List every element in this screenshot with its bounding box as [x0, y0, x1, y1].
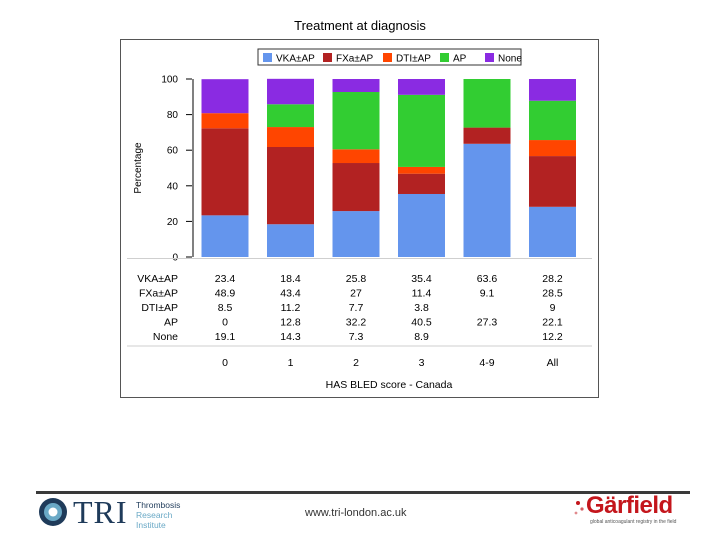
legend-swatch-1 — [323, 53, 332, 62]
table-cell-1-4: 9.1 — [480, 288, 495, 300]
bar-1-VKA±AP — [267, 224, 314, 257]
y-tick-label-2: 40 — [167, 181, 179, 192]
garfield-tagline: global anticoagulant registry in the fie… — [590, 519, 677, 525]
x-tick-label-0: 0 — [222, 357, 228, 369]
bar-3-DTI±AP — [398, 166, 445, 174]
bar-4-9-VKA±AP — [463, 143, 511, 257]
legend-swatch-3 — [440, 53, 449, 62]
table-cell-1-2: 27 — [350, 288, 362, 300]
table-cell-1-0: 48.9 — [215, 288, 236, 300]
tri-logo-icon — [39, 498, 67, 526]
tri-sub-line-3: Institute — [136, 520, 166, 530]
bar-All-VKA±AP — [529, 206, 576, 257]
bar-3-None — [398, 79, 445, 95]
table-cell-3-3: 40.5 — [411, 317, 432, 329]
legend-label-4: None — [498, 54, 522, 65]
website-link[interactable]: www.tri-london.ac.uk — [305, 507, 407, 519]
table-cell-1-3: 11.4 — [412, 288, 432, 300]
bar-All-AP — [529, 100, 576, 141]
legend-swatch-2 — [383, 53, 392, 62]
table-cell-2-1: 11.2 — [281, 302, 301, 314]
table-cell-4-2: 7.3 — [349, 331, 364, 343]
chart-title: Treatment at diagnosis — [294, 18, 426, 33]
bar-1-DTI±AP — [267, 127, 314, 147]
legend-label-2: DTI±AP — [396, 54, 431, 65]
table-cell-0-5: 28.2 — [542, 273, 563, 285]
table-cell-3-0: 0 — [222, 317, 228, 329]
table-cell-4-0: 19.1 — [215, 331, 236, 343]
table-row-label-2: DTI±AP — [141, 302, 178, 314]
chart-frame: VKA±APFXa±APDTI±APAPNone020406080100Perc… — [120, 39, 599, 398]
table-cell-3-1: 12.8 — [280, 317, 301, 329]
y-tick-label-1: 20 — [167, 217, 179, 228]
table-row-label-1: FXa±AP — [139, 288, 178, 300]
table-cell-2-2: 7.7 — [349, 302, 364, 314]
garfield-logo-text: Gärfield — [586, 492, 673, 519]
stacked-bar-chart: VKA±APFXa±APDTI±APAPNone020406080100Perc… — [127, 48, 592, 391]
x-tick-label-5: All — [547, 357, 559, 369]
table-row-label-0: VKA±AP — [137, 273, 178, 285]
bar-2-AP — [332, 91, 380, 150]
table-cell-0-2: 25.8 — [346, 273, 367, 285]
x-tick-label-4: 4-9 — [479, 357, 494, 369]
table-cell-0-4: 63.6 — [477, 273, 498, 285]
x-tick-label-3: 3 — [419, 357, 425, 369]
table-cell-0-1: 18.4 — [280, 273, 301, 285]
bar-1-AP — [267, 104, 314, 128]
bar-2-None — [332, 79, 380, 92]
legend-swatch-4 — [485, 53, 494, 62]
table-cell-3-5: 22.1 — [542, 317, 563, 329]
legend-swatch-0 — [263, 53, 272, 62]
bar-All-FXa±AP — [529, 156, 576, 207]
table-cell-4-1: 14.3 — [280, 331, 301, 343]
tri-sub-line-2: Research — [136, 510, 173, 520]
table-cell-2-5: 9 — [550, 302, 556, 314]
y-axis-label: Percentage — [133, 142, 144, 194]
table-row-label-3: AP — [164, 317, 178, 329]
bar-0-FXa±AP — [201, 128, 249, 216]
x-axis-label: HAS BLED score - Canada — [326, 379, 453, 391]
table-cell-3-4: 27.3 — [477, 317, 498, 329]
table-cell-2-3: 3.8 — [414, 302, 429, 314]
bar-4-9-FXa±AP — [463, 127, 511, 144]
x-tick-label-1: 1 — [288, 357, 294, 369]
legend-label-0: VKA±AP — [276, 54, 315, 65]
table-cell-3-2: 32.2 — [346, 317, 367, 329]
bar-0-VKA±AP — [201, 215, 249, 257]
bar-1-None — [267, 78, 314, 105]
y-tick-label-5: 100 — [161, 75, 178, 86]
bar-2-FXa±AP — [332, 163, 380, 212]
y-tick-label-4: 80 — [167, 110, 179, 121]
tri-sub-line-1: Thrombosis — [136, 500, 181, 510]
x-tick-label-2: 2 — [353, 357, 359, 369]
tri-logo-text: TRI — [73, 494, 128, 530]
bar-3-VKA±AP — [398, 193, 445, 257]
footer-divider — [36, 491, 690, 494]
table-cell-4-3: 8.9 — [414, 331, 429, 343]
bar-2-DTI±AP — [332, 149, 380, 164]
bar-1-FXa±AP — [267, 146, 314, 225]
table-cell-1-5: 28.5 — [542, 288, 563, 300]
bar-3-AP — [398, 94, 445, 167]
table-cell-2-0: 8.5 — [218, 302, 233, 314]
bar-0-None — [201, 79, 249, 114]
tri-logo-subtitle: Thrombosis Research Institute — [136, 500, 180, 530]
table-row-label-4: None — [153, 331, 178, 343]
legend-label-3: AP — [453, 54, 467, 65]
bar-2-VKA±AP — [332, 211, 380, 257]
garfield-logo-icon — [574, 501, 584, 515]
table-cell-1-1: 43.4 — [280, 288, 301, 300]
legend-label-1: FXa±AP — [336, 54, 373, 65]
table-cell-4-5: 12.2 — [542, 331, 563, 343]
bar-4-9-AP — [463, 79, 511, 128]
bar-0-DTI±AP — [201, 113, 249, 129]
bar-All-DTI±AP — [529, 140, 576, 157]
table-cell-0-0: 23.4 — [215, 273, 236, 285]
bar-All-None — [529, 79, 576, 101]
bar-3-FXa±AP — [398, 173, 445, 194]
y-tick-label-3: 60 — [167, 146, 179, 157]
table-cell-0-3: 35.4 — [411, 273, 432, 285]
